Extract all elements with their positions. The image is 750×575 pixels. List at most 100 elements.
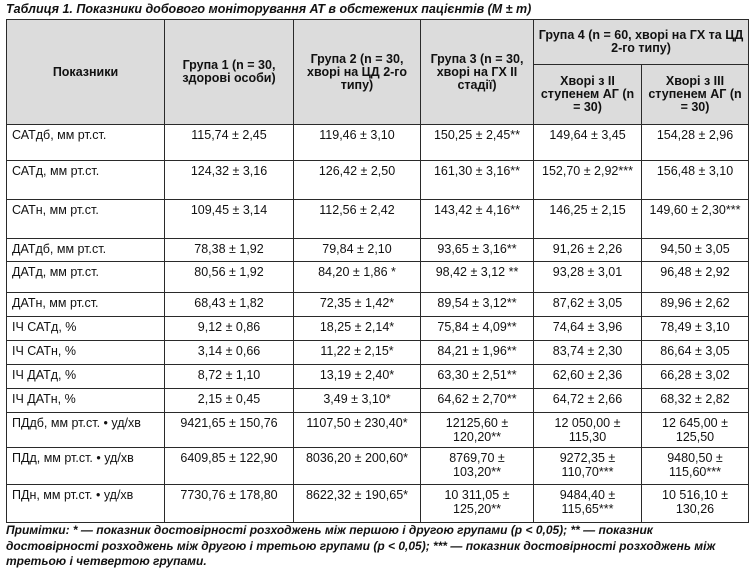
row-label: ДАТдб, мм рт.ст. <box>6 238 165 262</box>
table-cell: 13,19 ± 2,40* <box>293 364 421 389</box>
table-cell: 2,15 ± 0,45 <box>164 388 294 413</box>
table-cell: 6409,85 ± 122,90 <box>164 447 294 485</box>
table-cell: 80,56 ± 1,92 <box>164 261 294 293</box>
table-cell: 96,48 ± 2,92 <box>641 261 749 293</box>
table-cell: 12 050,00 ± 115,30 <box>533 412 642 448</box>
table-cell: 7730,76 ± 178,80 <box>164 484 294 523</box>
table-cell: 8622,32 ± 190,65* <box>293 484 421 523</box>
table-cell: 91,26 ± 2,26 <box>533 238 642 262</box>
table-cell: 83,74 ± 2,30 <box>533 340 642 365</box>
table-cell: 74,64 ± 3,96 <box>533 316 642 341</box>
table-cell: 149,64 ± 3,45 <box>533 124 642 161</box>
row-label: ІЧ САТн, % <box>6 340 165 365</box>
table-cell: 154,28 ± 2,96 <box>641 124 749 161</box>
table-row: ПДн, мм рт.ст. • уд/хв 7730,76 ± 178,80 86… <box>6 484 749 523</box>
table-cell: 68,43 ± 1,82 <box>164 292 294 317</box>
table-row: ІЧ САТн, % 3,14 ± 0,66 11,22 ± 2,15* 84,21 … <box>6 340 749 365</box>
row-label: ПДн, мм рт.ст. • уд/хв <box>6 484 165 523</box>
header-indicator: Показники <box>6 19 165 125</box>
table-cell: 78,49 ± 3,10 <box>641 316 749 341</box>
table-cell: 93,65 ± 3,16** <box>420 238 534 262</box>
table-cell: 89,96 ± 2,62 <box>641 292 749 317</box>
table-cell: 109,45 ± 3,14 <box>164 199 294 239</box>
table-cell: 62,60 ± 2,36 <box>533 364 642 389</box>
row-label: ДАТд, мм рт.ст. <box>6 261 165 293</box>
table-cell: 9484,40 ± 115,65*** <box>533 484 642 523</box>
table-cell: 3,14 ± 0,66 <box>164 340 294 365</box>
row-label: САТд, мм рт.ст. <box>6 160 165 200</box>
table-cell: 11,22 ± 2,15* <box>293 340 421 365</box>
table-cell: 150,25 ± 2,45** <box>420 124 534 161</box>
header-group-3: Група 3 (n = 30, хворі на ГХ II стадії) <box>420 19 534 125</box>
table-cell: 143,42 ± 4,16** <box>420 199 534 239</box>
table-cell: 1107,50 ± 230,40* <box>293 412 421 448</box>
table-cell: 9,12 ± 0,86 <box>164 316 294 341</box>
table-cell: 126,42 ± 2,50 <box>293 160 421 200</box>
table-row: ІЧ ДАТн, % 2,15 ± 0,45 3,49 ± 3,10* 64,62 ±… <box>6 388 749 413</box>
table-cell: 79,84 ± 2,10 <box>293 238 421 262</box>
row-label: ІЧ ДАТд, % <box>6 364 165 389</box>
table-cell: 3,49 ± 3,10* <box>293 388 421 413</box>
table-cell: 72,35 ± 1,42* <box>293 292 421 317</box>
table-cell: 84,20 ± 1,86 * <box>293 261 421 293</box>
table-cell: 9421,65 ± 150,76 <box>164 412 294 448</box>
row-label: ДАТн, мм рт.ст. <box>6 292 165 317</box>
table-cell: 124,32 ± 3,16 <box>164 160 294 200</box>
table-cell: 84,21 ± 1,96** <box>420 340 534 365</box>
table-cell: 119,46 ± 3,10 <box>293 124 421 161</box>
table-row: ПДд, мм рт.ст. • уд/хв 6409,85 ± 122,90 80… <box>6 447 749 485</box>
table-cell: 18,25 ± 2,14* <box>293 316 421 341</box>
table-cell: 64,62 ± 2,70** <box>420 388 534 413</box>
table-cell: 66,28 ± 3,02 <box>641 364 749 389</box>
header-group-4-grade-2: Хворі з II ступенем АГ (n = 30) <box>533 64 642 125</box>
row-label: ПДд, мм рт.ст. • уд/хв <box>6 447 165 485</box>
table-row: ДАТн, мм рт.ст. 68,43 ± 1,82 72,35 ± 1,42*… <box>6 292 749 317</box>
table-cell: 8769,70 ± 103,20** <box>420 447 534 485</box>
table-cell: 93,28 ± 3,01 <box>533 261 642 293</box>
table-cell: 10 311,05 ± 125,20** <box>420 484 534 523</box>
header-group-2: Група 2 (n = 30, хворі на ЦД 2-го типу) <box>293 19 421 125</box>
header-group-4: Група 4 (n = 60, хворі на ГХ та ЦД 2-го … <box>533 19 749 65</box>
table-cell: 115,74 ± 2,45 <box>164 124 294 161</box>
table-cell: 63,30 ± 2,51** <box>420 364 534 389</box>
table-caption: Таблиця 1. Показники добового моніторува… <box>6 2 532 16</box>
row-label: ІЧ ДАТн, % <box>6 388 165 413</box>
table-row: САТдб, мм рт.ст. 115,74 ± 2,45 119,46 ± 3,… <box>6 124 749 161</box>
table-row: САТн, мм рт.ст. 109,45 ± 3,14 112,56 ± 2,4… <box>6 199 749 239</box>
row-label: ПДдб, мм рт.ст. • уд/хв <box>6 412 165 448</box>
table-cell: 156,48 ± 3,10 <box>641 160 749 200</box>
table-cell: 78,38 ± 1,92 <box>164 238 294 262</box>
table-cell: 89,54 ± 3,12** <box>420 292 534 317</box>
row-label: ІЧ САТд, % <box>6 316 165 341</box>
table-cell: 68,32 ± 2,82 <box>641 388 749 413</box>
table-notes: Примітки: * — показник достовірності роз… <box>6 523 716 568</box>
table-cell: 98,42 ± 3,12 ** <box>420 261 534 293</box>
table-row: ІЧ ДАТд, % 8,72 ± 1,10 13,19 ± 2,40* 63,30 … <box>6 364 749 389</box>
table-body: САТдб, мм рт.ст. 115,74 ± 2,45 119,46 ± 3,… <box>6 124 749 523</box>
table-cell: 146,25 ± 2,15 <box>533 199 642 239</box>
table-cell: 12125,60 ± 120,20** <box>420 412 534 448</box>
table-cell: 75,84 ± 4,09** <box>420 316 534 341</box>
table-cell: 64,72 ± 2,66 <box>533 388 642 413</box>
data-table: Показники Група 1 (n = 30, здорові особи… <box>6 19 749 523</box>
header-group-4-grade-3: Хворі з III ступенем АГ (n = 30) <box>641 64 749 125</box>
row-label: САТдб, мм рт.ст. <box>6 124 165 161</box>
header-group-1: Група 1 (n = 30, здорові особи) <box>164 19 294 125</box>
table-row: ПДдб, мм рт.ст. • уд/хв 9421,65 ± 150,76 1… <box>6 412 749 448</box>
table-cell: 8,72 ± 1,10 <box>164 364 294 389</box>
table-cell: 86,64 ± 3,05 <box>641 340 749 365</box>
row-label: САТн, мм рт.ст. <box>6 199 165 239</box>
table-cell: 112,56 ± 2,42 <box>293 199 421 239</box>
table-row: САТд, мм рт.ст. 124,32 ± 3,16 126,42 ± 2,5… <box>6 160 749 200</box>
table-cell: 8036,20 ± 200,60* <box>293 447 421 485</box>
table-cell: 9480,50 ± 115,60*** <box>641 447 749 485</box>
table-row: ДАТдб, мм рт.ст. 78,38 ± 1,92 79,84 ± 2,10… <box>6 238 749 262</box>
table-cell: 94,50 ± 3,05 <box>641 238 749 262</box>
table-cell: 9272,35 ± 110,70*** <box>533 447 642 485</box>
table-cell: 12 645,00 ± 125,50 <box>641 412 749 448</box>
table-row: ДАТд, мм рт.ст. 80,56 ± 1,92 84,20 ± 1,86 … <box>6 261 749 293</box>
table-cell: 149,60 ± 2,30*** <box>641 199 749 239</box>
table-cell: 10 516,10 ± 130,26 <box>641 484 749 523</box>
table-cell: 161,30 ± 3,16** <box>420 160 534 200</box>
table-cell: 152,70 ± 2,92*** <box>533 160 642 200</box>
